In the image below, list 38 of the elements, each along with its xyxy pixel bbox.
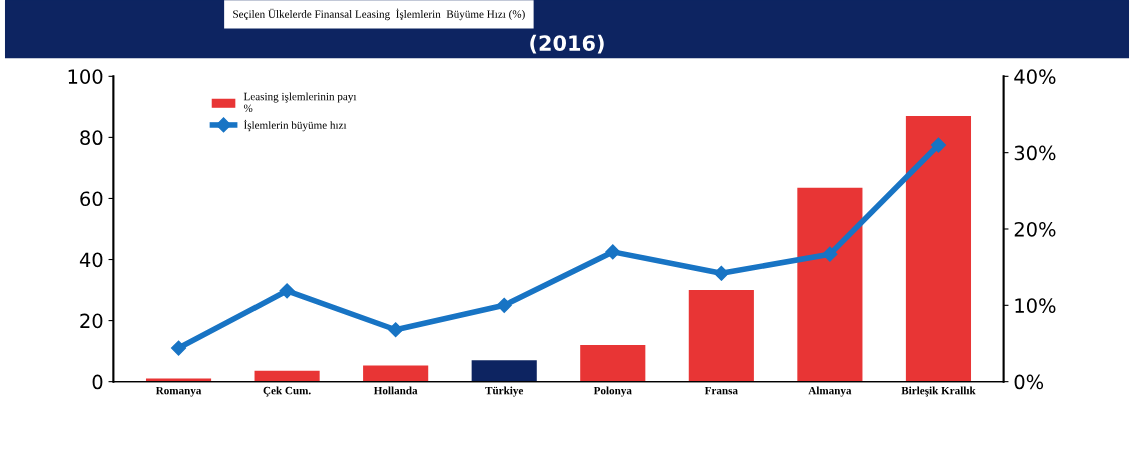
legend-label: İşlemlerin büyüme hızı xyxy=(243,119,347,132)
point xyxy=(496,297,512,313)
x-tick-label: Polonya xyxy=(593,386,632,397)
point xyxy=(170,340,187,356)
y-tick-label: 40 xyxy=(79,252,103,268)
y-tick-label: 60 xyxy=(80,191,103,207)
bar xyxy=(471,360,537,382)
x-tick-label: Fransa xyxy=(704,386,738,395)
point xyxy=(930,137,947,153)
y2-tick-label: 30% xyxy=(1014,145,1056,161)
x-tick-label: Çek Cum. xyxy=(263,386,311,397)
x-tick-label: Romanya xyxy=(155,386,202,397)
y-tick-label: 100 xyxy=(68,69,103,84)
x-tick-label: Almanya xyxy=(808,386,852,397)
bar xyxy=(363,365,429,382)
bar xyxy=(905,116,972,382)
y-tick-label: 20 xyxy=(80,313,103,329)
point xyxy=(279,283,295,299)
x-tick-label: Hollanda xyxy=(373,386,418,395)
chart-title: Seçilen Ülkelerde Finansal Leasing İşlemlerin Büyüme Hızı (%) xyxy=(233,8,525,21)
y-tick-label: 80 xyxy=(80,130,103,146)
x-tick-label: Türkiye xyxy=(485,386,524,397)
point xyxy=(822,246,838,262)
bar xyxy=(580,345,646,382)
bar xyxy=(797,187,863,382)
point xyxy=(713,265,729,281)
legend-label: Leasing işlemlerinin payı % xyxy=(243,92,357,112)
y2-tick-label: 10% xyxy=(1015,298,1056,313)
bar xyxy=(254,370,320,382)
bar xyxy=(688,290,754,382)
x-tick-label: Birleşik Krallık xyxy=(901,386,976,397)
point xyxy=(605,244,621,260)
point xyxy=(388,322,404,338)
chart-subtitle: (2016) xyxy=(530,34,604,54)
y2-tick-label: 20% xyxy=(1014,221,1056,237)
y-tick-label: 0 xyxy=(92,374,103,390)
y2-tick-label: 0% xyxy=(1014,374,1044,390)
y2-tick-label: 40% xyxy=(1014,69,1056,84)
